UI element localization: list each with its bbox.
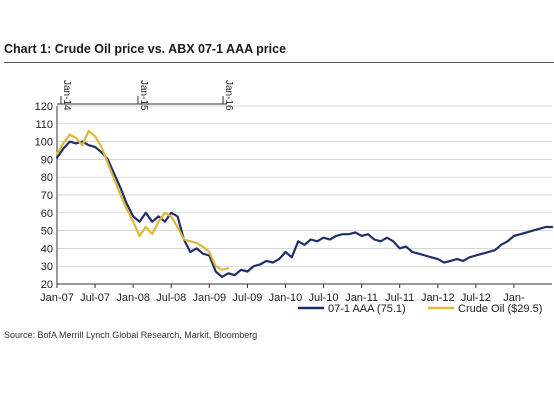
- x-tick-label: Jul-12: [461, 292, 491, 304]
- x-tick-label: Jul-11: [385, 292, 414, 304]
- y-tick-label: 50: [41, 226, 53, 238]
- source-note: Source: BofA Merrill Lynch Global Resear…: [4, 330, 258, 340]
- x-tick-label: Jan-12: [421, 292, 455, 304]
- abx-aaa-series-line: [55, 140, 554, 278]
- y-tick-label: 40: [41, 243, 53, 255]
- x-tick-label: Jan-11: [345, 292, 378, 304]
- x-tick-label: Jul-08: [156, 292, 186, 304]
- y-tick-label: 60: [41, 208, 53, 220]
- crude-oil-series-line: [55, 129, 230, 271]
- legend-label: 07-1 AAA (75.1): [328, 303, 406, 315]
- y-tick-label: 80: [41, 172, 53, 184]
- x-tick-label: Jan-: [503, 292, 525, 304]
- x-tick-label: Jul-09: [232, 292, 262, 304]
- y-tick-label: 70: [41, 190, 53, 202]
- y-tick-label: 90: [41, 154, 53, 166]
- top-axis-label-group: Jan-15: [138, 80, 149, 111]
- y-tick-label: 20: [41, 279, 53, 291]
- top-axis-label: Jan-15: [138, 80, 149, 111]
- x-tick-label: Jan-09: [192, 292, 226, 304]
- chart-title: Chart 1: Crude Oil price vs. ABX 07-1 AA…: [4, 42, 287, 56]
- y-tick-label: 120: [35, 101, 53, 113]
- top-axis-label: Jan-14: [61, 80, 72, 111]
- y-tick-label: 30: [41, 261, 53, 273]
- x-tick-label: Jan-08: [116, 292, 150, 304]
- x-tick-label: Jan-07: [40, 292, 74, 304]
- title-divider: [4, 62, 554, 63]
- x-tick-label: Jul-10: [309, 292, 339, 304]
- top-axis-label-group: Jan-16: [223, 80, 234, 111]
- x-tick-label: Jan-10: [269, 292, 303, 304]
- legend-label: Crude Oil ($29.5): [458, 303, 542, 315]
- y-tick-label: 100: [35, 137, 53, 149]
- y-tick-label: 110: [35, 119, 53, 131]
- top-axis-label-group: Jan-14: [61, 80, 72, 111]
- x-tick-label: Jul-07: [80, 292, 110, 304]
- top-axis-label: Jan-16: [223, 80, 234, 111]
